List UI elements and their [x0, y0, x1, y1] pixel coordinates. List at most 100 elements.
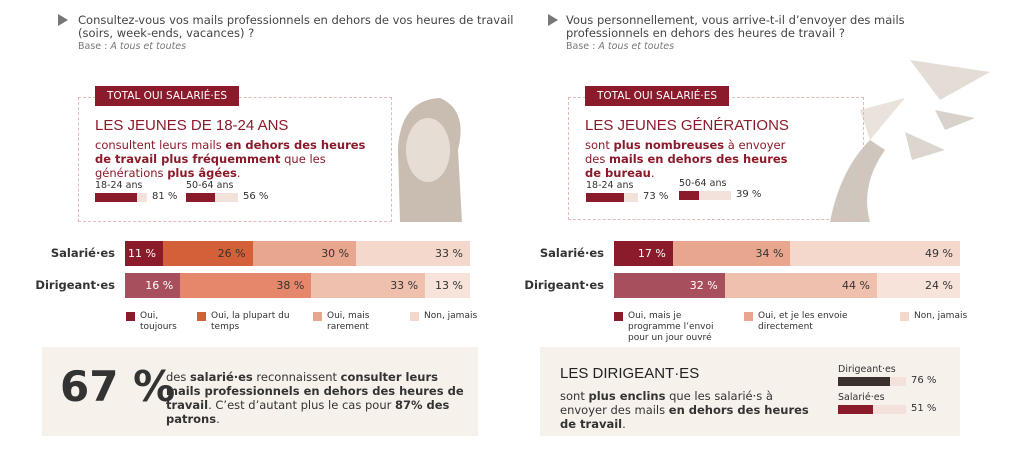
legend-label: Non, jamais [424, 311, 478, 321]
legend-item: Non, jamais [410, 311, 480, 322]
value-label: 13 % [435, 279, 463, 292]
base-note: Base : A tous et toutes [566, 41, 674, 52]
bar-value-label: 56 % [243, 191, 269, 202]
legend-label: Oui, mais rarement [327, 311, 370, 332]
bar-label: 50-64 ans [679, 178, 727, 189]
legend-item: Oui, mais rarement [313, 311, 403, 333]
legend-swatch [744, 312, 753, 321]
bar-value-label: 73 % [643, 191, 669, 202]
text-run: . C’est d’autant plus le cas pour [208, 398, 395, 412]
value-label: 33 % [435, 247, 463, 260]
legend-swatch [900, 312, 909, 321]
bar [838, 377, 890, 386]
legend-label: Non, jamais [914, 311, 968, 321]
category-label: Dirigeant·es [524, 278, 604, 292]
base-prefix: Base : [566, 41, 596, 52]
value-label: 49 % [925, 247, 953, 260]
value-label: 24 % [925, 279, 953, 292]
bar-segment: 44 % [724, 273, 877, 298]
bar-segment: 11 % [125, 241, 163, 266]
bar-value-label: 51 % [911, 403, 937, 414]
text-run: reconnaissent [252, 370, 341, 384]
legend-swatch [313, 312, 322, 321]
value-label: 34 % [755, 247, 784, 260]
text-run: en dehors des heures de travail [560, 403, 809, 431]
bar-segment: 13 % [425, 273, 470, 298]
bullet-icon [58, 14, 68, 26]
bar [586, 193, 624, 202]
bar-label: Dirigeant·es [838, 364, 896, 375]
text-run: . [650, 166, 655, 180]
legend-label: Oui, toujours [140, 311, 177, 332]
text-run: . [216, 412, 220, 426]
bar-segment: 33 % [356, 241, 470, 266]
bar [95, 193, 138, 202]
text-run: mails en dehors des heures de bureau [585, 152, 788, 180]
bar-segment: 32 % [614, 273, 725, 298]
base-text: A tous et toutes [110, 41, 187, 52]
bar-segment: 33 % [311, 273, 426, 298]
text-run: plus âgées [167, 166, 237, 180]
value-label: 26 % [217, 247, 246, 260]
text-run: salarié·es [190, 370, 253, 384]
value-label: 33 % [390, 279, 419, 292]
text-run: consulter leurs mails professionnels en … [166, 370, 464, 412]
legend-item: Non, jamais [900, 311, 970, 322]
callout-body: consultent leurs mails en dehors des heu… [95, 138, 380, 180]
category-label: Salarié·es [50, 246, 115, 260]
bar-segment: 24 % [876, 273, 960, 298]
bar-value-label: 76 % [911, 375, 937, 386]
value-label: 30 % [321, 247, 350, 260]
bar-segment: 16 % [125, 273, 181, 298]
bar-track [679, 191, 731, 200]
bar [186, 193, 216, 202]
callout-headline: LES JEUNES GÉNÉRATIONS [585, 117, 789, 134]
text-run: que les salarié·s à envoyer des mails [560, 389, 773, 417]
bar-segment: 26 % [162, 241, 253, 266]
text-run: 87% des patrons [166, 398, 450, 426]
base-note: Base : A tous et toutes [78, 41, 186, 52]
text-run: en dehors des heures de travail plus fré… [95, 138, 366, 166]
legend-item: Oui, toujours [126, 311, 196, 333]
value-label: 16 % [145, 279, 174, 292]
text-run: . [236, 166, 241, 180]
bar-label: 18-24 ans [95, 180, 143, 191]
value-label: 32 % [689, 279, 718, 292]
value-label: 17 % [637, 247, 666, 260]
bar [838, 405, 873, 414]
stat-value: 67 % [60, 362, 176, 411]
question: Consultez-vous vos mails professionnels … [78, 13, 514, 40]
value-label: 11 % [127, 247, 156, 260]
bar-label: 50-64 ans [186, 180, 234, 191]
text-run: à envoyer des [585, 138, 786, 166]
legend-label: Oui, et je les envoie directement [758, 311, 848, 332]
text-run: . [622, 417, 626, 431]
category-label: Salarié·es [539, 246, 604, 260]
bar-label: 18-24 ans [586, 180, 634, 191]
value-label: 38 % [276, 279, 305, 292]
stat-panel [42, 347, 478, 436]
text-run: consultent leurs mails [95, 138, 226, 152]
summary-title: LES DIRIGEANT·ES [560, 365, 700, 382]
portrait-illustration [398, 98, 462, 222]
legend-swatch [197, 312, 206, 321]
legend-item: Oui, la plupart du temps [197, 311, 312, 333]
legend-label: Oui, la plupart du temps [211, 311, 290, 332]
summary-panel [540, 347, 960, 436]
text-run: sont [560, 389, 589, 403]
base-prefix: Base : [78, 41, 108, 52]
callout-tag: TOTAL OUI SALARIÉ·ES [95, 86, 240, 106]
bar-segment: 38 % [180, 273, 312, 298]
callout-tag: TOTAL OUI SALARIÉ·ES [585, 86, 730, 106]
bar [679, 191, 700, 200]
callout-headline: LES JEUNES DE 18-24 ANS [95, 117, 289, 134]
stat-body: des salarié·es reconnaissent consulter l… [166, 370, 466, 426]
legend-item: Oui, mais je programme l’envoi pour un j… [614, 311, 724, 344]
callout-body: sont plus nombreuses à envoyer des mails… [585, 138, 800, 180]
bar-segment: 30 % [252, 241, 357, 266]
legend-swatch [614, 312, 623, 321]
text-run: plus enclins [588, 389, 666, 403]
bullet-icon [548, 14, 558, 26]
